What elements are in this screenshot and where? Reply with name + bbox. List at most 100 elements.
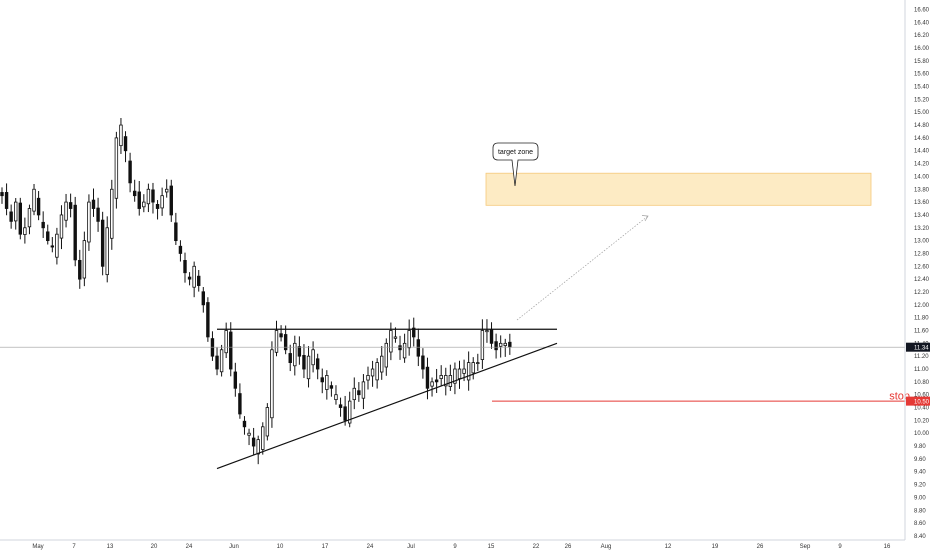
x-tick-label: 13 [107,544,114,550]
candle [352,377,356,410]
candle [100,211,105,276]
candle [105,216,109,283]
y-axis[interactable]: 8.40 8.60 8.80 9.00 9.20 9.40 9.60 9.80 10.00 10.… [904,0,930,540]
x-tick-label: 10 [277,544,284,550]
candle [197,270,201,292]
y-axis-ticks: 8.40 8.60 8.80 9.00 9.20 9.40 9.60 9.80 10.00 10.… [914,8,930,540]
x-tick-label: 26 [565,544,572,550]
y-tick-label: 9.00 [914,495,926,501]
x-tick-label: 19 [712,544,719,550]
candle [164,179,169,198]
x-tick-label: 7 [72,544,76,550]
y-tick-label: 12.00 [914,303,930,309]
y-tick-label: 9.40 [914,470,926,476]
y-tick-label: 13.60 [914,200,930,206]
y-tick-label: 16.20 [914,33,930,39]
y-tick-label: 12.60 [914,264,930,270]
candle [375,358,379,389]
candle [402,333,407,363]
candle [50,237,55,253]
projection-arrow-line [516,215,649,321]
candle [110,179,114,250]
y-tick-label: 11.00 [914,367,929,373]
x-tick-label: Jun [229,544,239,550]
candle [444,367,448,396]
x-axis[interactable]: May 7 13 20 24 Jun 10 17 24 Jul 9 15 22 26 Aug 12 19 26 Se… [0,539,905,550]
target-zone-box[interactable] [485,172,872,206]
candle [210,331,215,361]
candle [82,231,87,287]
projection-arrow-head [641,215,649,222]
candle [480,319,485,369]
y-tick-label: 16.40 [914,20,930,26]
y-tick-label: 15.60 [914,72,930,78]
y-tick-label: 14.00 [914,174,930,180]
candle [238,383,242,419]
x-tick-label: 24 [186,544,193,550]
candle [46,224,50,245]
x-tick-label: 22 [533,544,540,550]
candle [320,368,324,394]
candle [247,428,251,446]
x-tick-label: 9 [838,544,842,550]
candle [457,360,462,389]
y-tick-label: 10.40 [914,406,930,412]
candle [68,193,73,218]
candle [293,335,297,376]
x-tick-label: 16 [884,544,891,550]
candle [421,348,425,379]
candle [178,240,183,262]
candle [32,183,36,216]
y-tick-label: 14.60 [914,136,930,142]
target-zone-callout[interactable]: target zone [492,142,539,187]
candle [471,357,475,380]
stop-price-tag-bg [906,396,930,406]
candle [119,117,123,154]
y-tick-label: 8.60 [914,521,926,527]
x-tick-label: 24 [367,544,374,550]
candle [347,391,352,428]
y-tick-label: 14.40 [914,149,930,155]
y-tick-label: 15.20 [914,97,930,103]
candle [306,346,311,388]
y-tick-label: 15.00 [914,110,930,116]
candle [279,325,283,342]
candle [384,338,388,376]
candle [439,365,443,387]
current-price-tag: 11.34 [906,342,930,352]
candle [96,197,100,232]
x-tick-label: Sep [800,544,811,550]
candle [91,188,96,217]
y-tick-label: 12.80 [914,251,930,257]
candle [201,287,205,313]
candle [434,368,439,393]
candle [315,353,320,380]
candle [87,194,91,251]
candle [64,193,68,228]
candle [27,204,32,235]
candle [485,319,489,343]
y-tick-label: 13.80 [914,187,930,193]
candle [192,261,196,298]
y-tick-label: 8.40 [914,534,926,540]
y-tick-label: 10.60 [914,393,930,399]
candle [334,385,338,405]
candle [370,360,375,387]
y-tick-label: 14.20 [914,162,930,168]
y-tick-label: 10.80 [914,380,930,386]
support-trendline[interactable] [216,342,558,470]
y-tick-label: 9.20 [914,483,926,489]
candle [187,272,192,286]
callout-bubble [492,142,539,187]
candle [229,322,233,377]
candle [256,435,260,465]
candle [466,351,471,391]
candle [274,320,279,357]
candle [265,403,270,441]
y-tick-label: 9.80 [914,444,926,450]
y-tick-label: 12.20 [914,290,930,296]
candle [160,187,164,216]
x-tick-label: May [32,544,43,550]
y-tick-label: 10.00 [914,431,930,437]
